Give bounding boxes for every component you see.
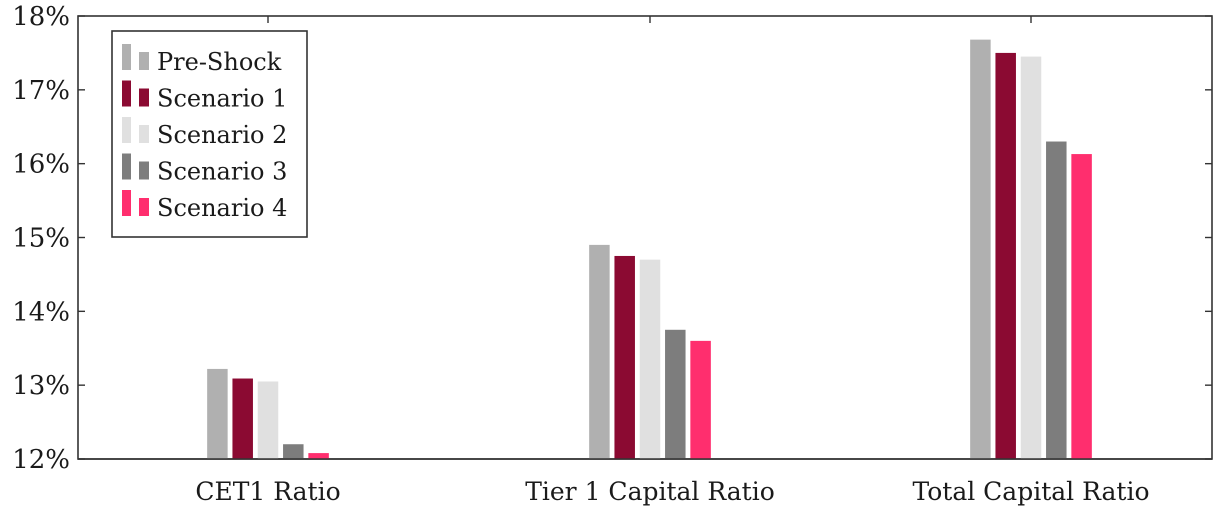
bar [308, 453, 329, 459]
legend-label: Scenario 2 [157, 121, 287, 149]
y-tick-label: 14% [12, 297, 70, 327]
bar [1046, 141, 1067, 459]
bar [283, 444, 304, 459]
chart-legend: Pre-Shock Scenario 1 Scenario 2 Scenario 3 S… [111, 30, 308, 238]
bar [690, 340, 711, 459]
bar [257, 381, 279, 459]
legend-swatch [122, 44, 131, 70]
chart-bars [207, 39, 1092, 460]
y-tick-label: 15% [12, 224, 70, 254]
bar [639, 259, 661, 459]
bar [589, 244, 610, 459]
legend-swatch [139, 198, 149, 216]
y-tick-label: 18% [12, 2, 70, 32]
bar [207, 368, 228, 459]
legend-swatch [122, 117, 131, 143]
y-tick-label: 16% [12, 150, 70, 180]
legend-swatch [139, 161, 149, 180]
legend-label: Scenario 3 [157, 158, 287, 186]
chart-labels: 12% 13% 14% 15% 16% 17% 18% CET1 Ratio Tier 1 Ca… [12, 2, 1149, 506]
bar [970, 39, 991, 459]
x-category-label: Tier 1 Capital Ratio [525, 477, 775, 506]
y-tick-label: 13% [12, 371, 70, 401]
legend-swatch [122, 153, 131, 180]
bar [1071, 154, 1092, 459]
x-category-label: CET1 Ratio [195, 477, 340, 506]
y-tick-label: 17% [12, 76, 70, 106]
legend-label: Pre-Shock [157, 48, 282, 76]
legend-swatch [122, 80, 131, 107]
legend-swatch [139, 52, 149, 70]
legend-label: Scenario 4 [157, 194, 287, 222]
legend-swatch [139, 125, 149, 143]
legend-swatch [122, 190, 131, 216]
bar [995, 52, 1016, 460]
legend-swatch [139, 88, 149, 107]
legend-label: Scenario 1 [157, 85, 287, 113]
bar [665, 329, 686, 459]
bar [232, 378, 253, 459]
x-category-label: Total Capital Ratio [913, 477, 1150, 506]
y-tick-label: 12% [12, 445, 70, 475]
bar [614, 255, 635, 459]
bar [1020, 56, 1042, 459]
